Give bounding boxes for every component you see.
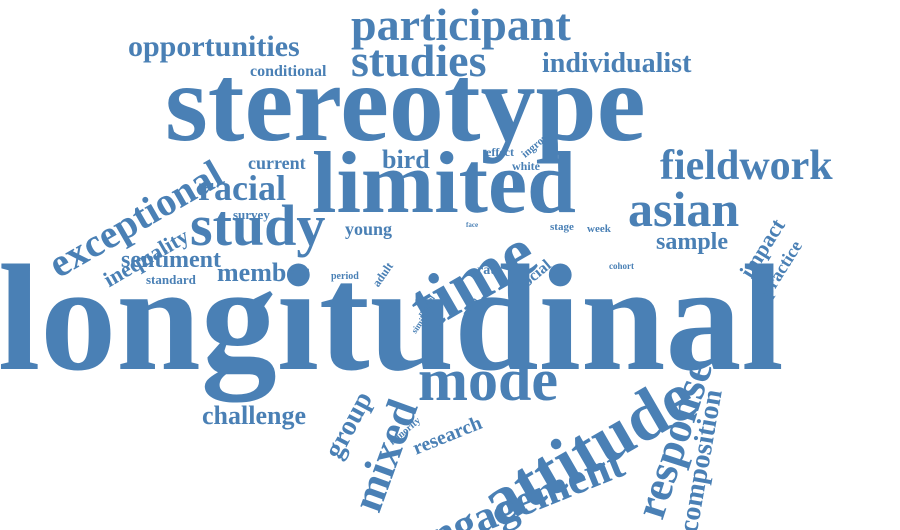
- word-sentiment: sentiment: [121, 247, 221, 273]
- word-bird: bird: [382, 145, 430, 174]
- word-survey: survey: [233, 207, 270, 222]
- word-opportunities: opportunities: [128, 30, 300, 63]
- word-young: young: [345, 219, 393, 239]
- word-standard: standard: [146, 272, 196, 287]
- word-week: week: [587, 223, 611, 235]
- word-racial: racial: [198, 168, 286, 208]
- word-mode: mode: [418, 347, 558, 413]
- word-stage: stage: [550, 221, 574, 233]
- word-participant: participant: [351, 0, 571, 50]
- word-period: period: [331, 271, 359, 282]
- word-fieldwork: fieldwork: [660, 143, 833, 189]
- word-sample: sample: [656, 229, 728, 255]
- word-study: study: [190, 193, 326, 258]
- word-challenge: challenge: [202, 401, 306, 430]
- word-conditional: conditional: [250, 63, 327, 80]
- word-member: member: [217, 258, 310, 287]
- word-stereotype: stereotype: [165, 42, 646, 164]
- word-limited: limited: [312, 135, 576, 232]
- word-longitudinal: longitudinal: [0, 234, 784, 402]
- word-rate: rate: [477, 263, 502, 278]
- word-face: face: [466, 221, 479, 229]
- word-studies: studies: [351, 35, 487, 86]
- word-effect: effect: [486, 145, 514, 159]
- word-current: current: [248, 153, 306, 173]
- word-white: white: [512, 159, 540, 173]
- word-individualist: individualist: [542, 48, 692, 79]
- word-cohort: cohort: [609, 261, 634, 271]
- word-asian: asian: [628, 181, 740, 237]
